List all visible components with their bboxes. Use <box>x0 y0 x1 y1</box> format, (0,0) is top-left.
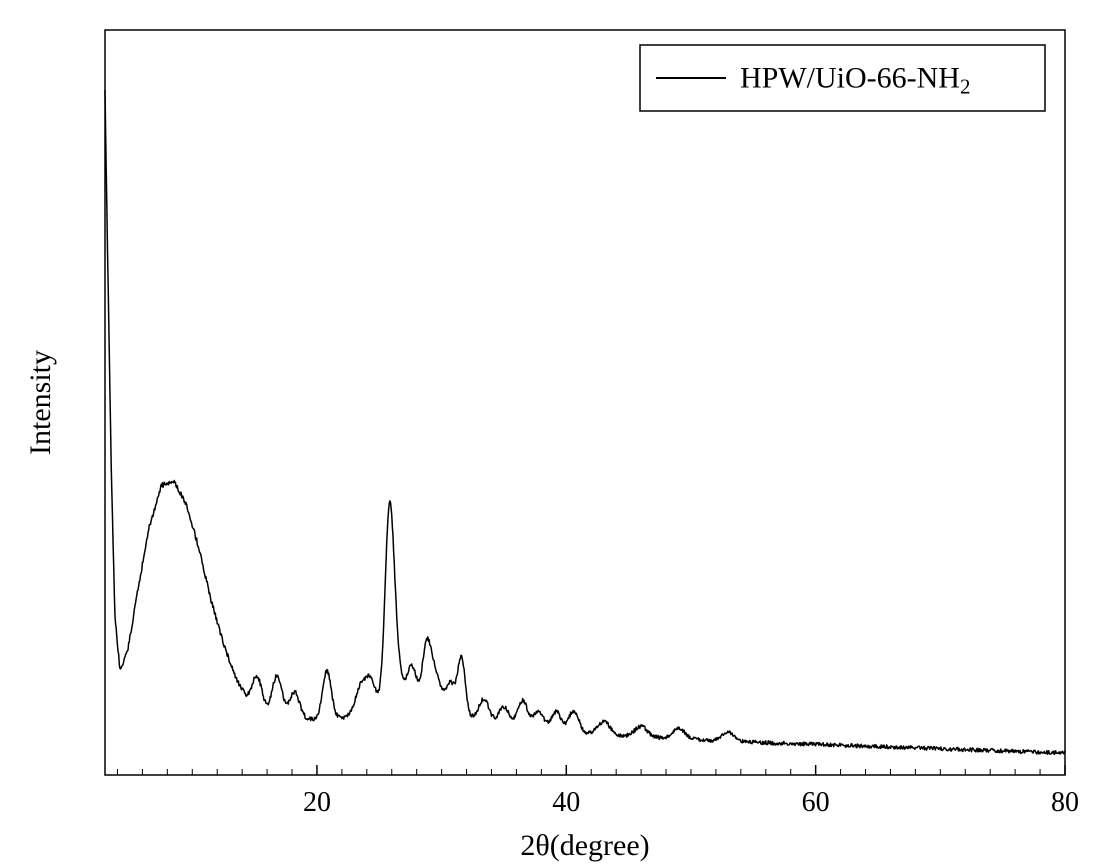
x-tick-label: 80 <box>1051 787 1079 818</box>
xrd-chart: 20 40 60 80 2θ(degree) Intensity HPW/UiO-66-NH… <box>0 0 1095 867</box>
x-axis-label: 2θ(degree) <box>520 829 649 862</box>
x-tick-label: 20 <box>303 787 331 818</box>
chart-svg: 20 40 60 80 2θ(degree) Intensity HPW/UiO-66-NH… <box>0 0 1095 867</box>
x-tick-label: 60 <box>802 787 830 818</box>
xrd-trace <box>105 91 1065 755</box>
y-axis-label: Intensity <box>24 350 57 455</box>
legend-label: HPW/UiO-66-NH2 <box>740 62 970 99</box>
x-tick-label: 40 <box>552 787 580 818</box>
plot-border <box>105 30 1065 775</box>
